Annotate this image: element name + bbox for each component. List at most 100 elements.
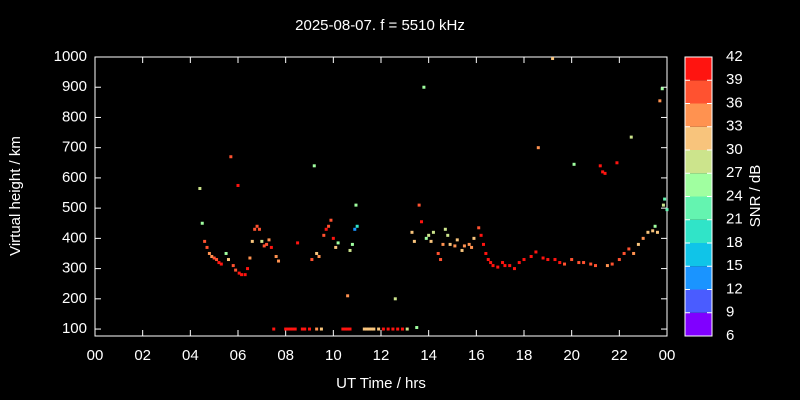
point [594, 264, 597, 268]
point [503, 264, 507, 268]
point [362, 327, 366, 331]
colorbar-tick-label: 21 [726, 211, 743, 228]
point [393, 297, 397, 301]
point [348, 248, 352, 252]
point [391, 327, 395, 331]
point [198, 186, 202, 190]
point [601, 170, 605, 174]
colorbar-tick-label: 12 [726, 280, 743, 297]
colorbar-band [685, 266, 712, 290]
point [470, 245, 474, 249]
point [572, 162, 576, 166]
y-tick-label: 800 [62, 108, 87, 125]
colorbar-tick-label: 30 [726, 141, 743, 158]
point [372, 327, 376, 331]
point [661, 203, 665, 207]
point [629, 135, 633, 139]
point [269, 245, 273, 249]
point [424, 236, 428, 240]
colorbar-tick-label: 36 [726, 94, 743, 111]
point [496, 265, 500, 269]
x-tick-label: 12 [373, 347, 390, 364]
colorbar-band [685, 196, 712, 220]
point [441, 242, 445, 246]
point [427, 233, 431, 237]
x-tick-label: 14 [420, 347, 437, 364]
point [300, 327, 304, 331]
point [467, 242, 471, 246]
colorbar-tick-label: 27 [726, 164, 743, 181]
point [417, 203, 421, 207]
point [400, 327, 404, 331]
point [615, 161, 619, 165]
point [293, 327, 297, 331]
point [660, 87, 664, 91]
point [260, 239, 264, 243]
point [237, 271, 241, 275]
point [315, 251, 319, 255]
point [489, 261, 493, 265]
y-tick-label: 1000 [54, 48, 87, 65]
point [341, 327, 345, 331]
point [446, 233, 450, 237]
point [553, 258, 557, 262]
point [250, 239, 254, 243]
point [224, 251, 228, 255]
point [558, 261, 562, 265]
point [343, 327, 347, 331]
point [296, 241, 300, 245]
point [231, 264, 235, 268]
y-axis-label: Virtual height / km [7, 136, 24, 256]
colorbar-label: SNR / dB [747, 165, 764, 228]
point [284, 327, 288, 331]
point [308, 327, 311, 331]
point [462, 244, 466, 248]
point [240, 273, 244, 277]
point [429, 239, 433, 243]
point [210, 255, 214, 259]
point [577, 261, 581, 265]
point [236, 183, 240, 187]
point [448, 242, 452, 246]
point [354, 203, 358, 207]
point [319, 327, 323, 331]
point [517, 261, 521, 265]
x-tick-label: 00 [659, 347, 676, 364]
point [303, 327, 307, 331]
colorbar-tick-label: 24 [726, 187, 743, 204]
point [589, 262, 593, 266]
x-tick-label: 04 [182, 347, 199, 364]
point [501, 261, 505, 265]
point [234, 268, 238, 272]
x-tick-label: 02 [134, 347, 151, 364]
point [658, 99, 662, 103]
point [627, 247, 631, 251]
point [570, 258, 574, 262]
point [436, 251, 440, 255]
point [481, 242, 485, 246]
point [512, 267, 516, 271]
point [472, 236, 476, 240]
point [622, 251, 626, 255]
point [367, 327, 371, 331]
y-tick-label: 100 [62, 320, 87, 337]
point [248, 256, 252, 260]
point [265, 242, 269, 246]
point [477, 226, 481, 230]
point [455, 238, 459, 242]
point [663, 197, 667, 201]
colorbar-band [685, 150, 712, 174]
colorbar-tick-label: 39 [726, 71, 743, 88]
colorbar-tick-label: 6 [726, 327, 734, 344]
point [277, 259, 281, 263]
point [312, 164, 316, 168]
point [246, 267, 250, 271]
point [665, 208, 669, 212]
point [636, 242, 640, 246]
point [365, 327, 369, 331]
point [346, 327, 350, 331]
point [551, 57, 555, 61]
point [641, 236, 645, 240]
x-tick-label: 22 [611, 347, 628, 364]
point [350, 242, 354, 246]
